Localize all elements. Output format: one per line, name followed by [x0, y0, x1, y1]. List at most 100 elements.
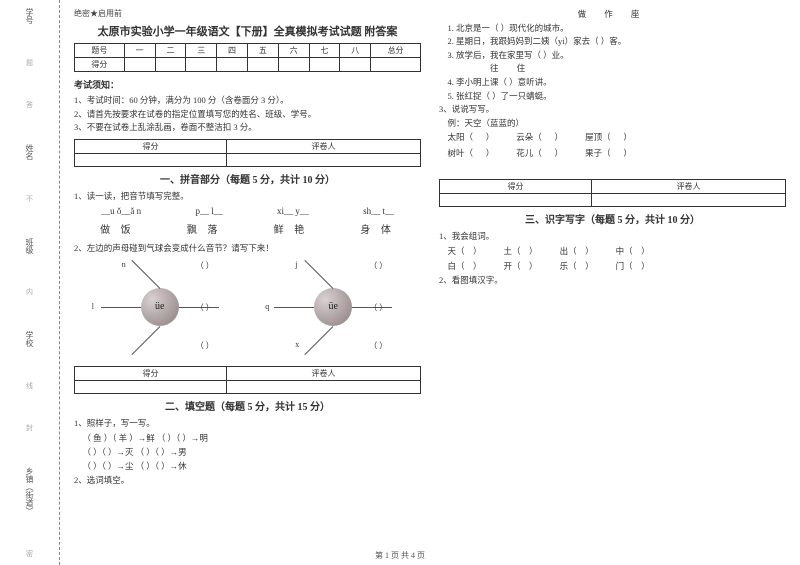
ray-label: l	[92, 302, 94, 311]
binding-label: 姓名	[24, 144, 35, 160]
mini-header: 得分	[75, 366, 227, 380]
table-row	[440, 193, 786, 206]
grid-cell: 云朵（ ）	[516, 130, 563, 145]
grid-row: 白（ ） 开（ ） 乐（ ） 门（ ）	[448, 259, 787, 274]
secret-label: 绝密★启用前	[74, 8, 421, 19]
char-cell: 飘 落	[187, 221, 222, 236]
chars-row: 做 饭 飘 落 鲜 艳 身 体	[74, 221, 421, 236]
grid-cell: 屋顶（ ）	[585, 130, 632, 145]
balloon-left: üe n l （ ） （ ） （ ）	[86, 262, 236, 352]
grid-cell: 门（ ）	[616, 259, 650, 274]
score-header: 一	[124, 44, 155, 58]
grid-row: 天（ ） 土（ ） 出（ ） 中（ ）	[448, 244, 787, 259]
grid-cell: 天（ ）	[448, 244, 482, 259]
binding-mark: 答	[26, 100, 33, 110]
char-cell: 做 饭	[100, 221, 135, 236]
table-row: 得分 评卷人	[440, 179, 786, 193]
score-header: 八	[340, 44, 371, 58]
char-cell: 鲜 艳	[274, 221, 309, 236]
fill-line: 2. 星期日，我跟妈妈到二姨（yi）家去（ ）客。	[439, 35, 786, 49]
table-row: 题号 一 二 三 四 五 六 七 八 总分	[75, 44, 421, 58]
score-header: 四	[217, 44, 248, 58]
question-text: 1、读一读，把音节填写完整。	[74, 190, 421, 204]
score-header: 总分	[371, 44, 421, 58]
notice-line: 3、不要在试卷上乱涂乱画，卷面不整洁扣 3 分。	[74, 121, 421, 135]
notice-line: 1、考试时间：60 分钟，满分为 100 分（含卷面分 3 分）。	[74, 94, 421, 108]
binding-label: 班级	[24, 238, 35, 254]
binding-mark: 线	[26, 381, 33, 391]
question-text: 2、选词填空。	[74, 474, 421, 488]
ray-label: x	[295, 340, 299, 349]
mini-header: 评卷人	[227, 366, 421, 380]
question-text: 1、我会组词。	[439, 230, 786, 244]
score-header: 题号	[75, 44, 125, 58]
mini-header: 得分	[440, 179, 592, 193]
grid-cell: 中（ ）	[616, 244, 650, 259]
score-header: 七	[309, 44, 340, 58]
char-cell: 身 体	[360, 221, 395, 236]
score-cell: 得分	[75, 58, 125, 72]
grid-cell: 开（ ）	[504, 259, 538, 274]
left-column: 绝密★启用前 太原市实验小学一年级语文【下册】全真模拟考试试题 附答案 题号 一…	[74, 8, 421, 559]
table-row: 得分 评卷人	[75, 366, 421, 380]
grid-cell: 果子（ ）	[585, 146, 632, 161]
fill-line: （ ）（ ）→尘 （ ）（ ）→休	[74, 459, 421, 473]
page-footer: 第 1 页 共 4 页	[375, 550, 425, 561]
grader-table: 得分 评卷人	[439, 179, 786, 207]
fill-line: （ 鱼 ）（ 羊 ）→鲜 （ ）（ ）→明	[74, 431, 421, 445]
example-text: 例：天空（蓝蓝的）	[439, 117, 786, 131]
grid-cell: 太阳（ ）	[448, 130, 495, 145]
binding-mark: 题	[26, 58, 33, 68]
grid-row: 太阳（ ） 云朵（ ） 屋顶（ ）	[448, 130, 787, 145]
question-text: 3、说说写写。	[439, 103, 786, 117]
fill-line: 5. 张红捉（ ）了一只蜻蜓。	[439, 90, 786, 104]
section-2-title: 二、填空题（每题 5 分，共计 15 分）	[74, 398, 421, 413]
balloon-right: üe j q x （ ） （ ） （ ）	[259, 262, 409, 352]
word-options: 往 住	[439, 62, 786, 76]
score-header: 三	[186, 44, 217, 58]
pinyin-cell: xi__ y__	[277, 206, 309, 216]
grid-row: 树叶（ ） 花儿（ ） 果子（ ）	[448, 146, 787, 161]
right-column: 做 作 座 1. 北京是一（ ）现代化的城市。 2. 星期日，我跟妈妈到二姨（y…	[439, 8, 786, 559]
word-options: 做 作 座	[439, 8, 786, 22]
score-header: 六	[278, 44, 309, 58]
pinyin-cell: p__ l__	[195, 206, 222, 216]
binding-label: 学号	[24, 8, 35, 24]
table-row	[75, 380, 421, 393]
grid-cell: 乐（ ）	[560, 259, 594, 274]
binding-mark: 不	[26, 194, 33, 204]
table-row	[75, 153, 421, 166]
table-row: 得分	[75, 58, 421, 72]
balloon-diagram: üe n l （ ） （ ） （ ） üe j q	[74, 262, 421, 352]
pinyin-cell: __u ǒ__ǎ n	[101, 206, 141, 216]
fill-line: 4. 李小明上课（ ）意听讲。	[439, 76, 786, 90]
notice-line: 2、请首先按要求在试卷的指定位置填写您的姓名、班级、学号。	[74, 108, 421, 122]
binding-strip: 学号 题 答 姓名 不 班级 内 学校 线 封 乡镇（街道） 密	[0, 0, 60, 565]
score-header: 二	[155, 44, 186, 58]
balloon-circle: üe	[314, 288, 352, 326]
question-text: 2、左边的声母碰到气球会变成什么音节？请写下来！	[74, 242, 421, 256]
grid-cell: 土（ ）	[504, 244, 538, 259]
binding-mark: 内	[26, 287, 33, 297]
score-header: 五	[247, 44, 278, 58]
fill-line: 1. 北京是一（ ）现代化的城市。	[439, 22, 786, 36]
fill-line: （ ）（ ）→灭 （ ）（ ）→男	[74, 445, 421, 459]
ray-label: q	[265, 302, 269, 311]
question-text: 1、照样子，写一写。	[74, 417, 421, 431]
grid-cell: 树叶（ ）	[448, 146, 495, 161]
binding-mark: 密	[26, 549, 33, 559]
binding-label: 乡镇（街道）	[24, 467, 35, 515]
pinyin-cell: sh__ t__	[363, 206, 394, 216]
question-text: 2、看图填汉字。	[439, 274, 786, 288]
section-3-title: 三、识字写字（每题 5 分，共计 10 分）	[439, 211, 786, 226]
table-row: 得分 评卷人	[75, 139, 421, 153]
binding-mark: 封	[26, 423, 33, 433]
mini-header: 评卷人	[227, 139, 421, 153]
grader-table: 得分 评卷人	[74, 366, 421, 394]
mini-header: 评卷人	[592, 179, 786, 193]
pinyin-row: __u ǒ__ǎ n p__ l__ xi__ y__ sh__ t__	[74, 206, 421, 216]
page-content: 绝密★启用前 太原市实验小学一年级语文【下册】全真模拟考试试题 附答案 题号 一…	[60, 0, 800, 565]
balloon-circle: üe	[141, 288, 179, 326]
section-1-title: 一、拼音部分（每题 5 分，共计 10 分）	[74, 171, 421, 186]
notice-heading: 考试须知：	[74, 78, 421, 91]
